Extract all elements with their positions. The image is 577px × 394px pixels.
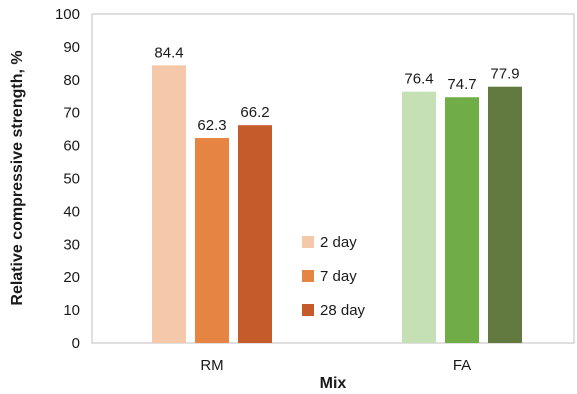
y-tick-label: 0 bbox=[72, 335, 80, 352]
bar-value-label: 77.9 bbox=[490, 66, 519, 83]
bar bbox=[402, 91, 436, 343]
x-axis-ticks: RM FA bbox=[200, 357, 471, 374]
data-labels: 84.4 76.4 62.3 74.7 66.2 77.9 bbox=[154, 44, 519, 134]
x-tick-label: FA bbox=[453, 357, 471, 374]
legend-swatch bbox=[302, 270, 314, 282]
bar-value-label: 62.3 bbox=[197, 117, 226, 134]
legend-swatch bbox=[302, 304, 314, 316]
bar-value-label: 66.2 bbox=[240, 104, 269, 121]
y-tick-label: 30 bbox=[63, 236, 80, 253]
y-tick-label: 10 bbox=[63, 302, 80, 319]
y-axis-title: Relative compressive strength, % bbox=[9, 50, 26, 305]
legend-item-label: 7 day bbox=[320, 268, 357, 285]
y-tick-label: 60 bbox=[63, 138, 80, 155]
y-tick-label: 70 bbox=[63, 105, 80, 122]
bar bbox=[152, 65, 186, 343]
y-tick-label: 100 bbox=[55, 6, 80, 23]
legend-item-label: 2 day bbox=[320, 234, 357, 251]
y-tick-label: 90 bbox=[63, 39, 80, 56]
legend-swatch bbox=[302, 236, 314, 248]
y-tick-label: 50 bbox=[63, 171, 80, 188]
legend-item-label: 28 day bbox=[320, 302, 366, 319]
y-tick-label: 20 bbox=[63, 269, 80, 286]
legend: 2 day 7 day 28 day bbox=[302, 234, 366, 319]
bar bbox=[488, 86, 522, 344]
x-tick-label: RM bbox=[200, 357, 223, 374]
bar-value-label: 76.4 bbox=[404, 71, 433, 88]
x-axis-title: Mix bbox=[320, 375, 347, 392]
bar bbox=[195, 138, 229, 343]
bar-value-label: 74.7 bbox=[447, 76, 476, 93]
y-tick-label: 80 bbox=[63, 72, 80, 89]
y-axis-ticks: 0 10 20 30 40 50 60 70 80 90 100 bbox=[55, 6, 80, 352]
bar bbox=[238, 125, 272, 344]
bar-value-label: 84.4 bbox=[154, 44, 183, 61]
bar-series bbox=[152, 65, 522, 344]
bar bbox=[445, 97, 479, 343]
y-tick-label: 40 bbox=[63, 203, 80, 220]
